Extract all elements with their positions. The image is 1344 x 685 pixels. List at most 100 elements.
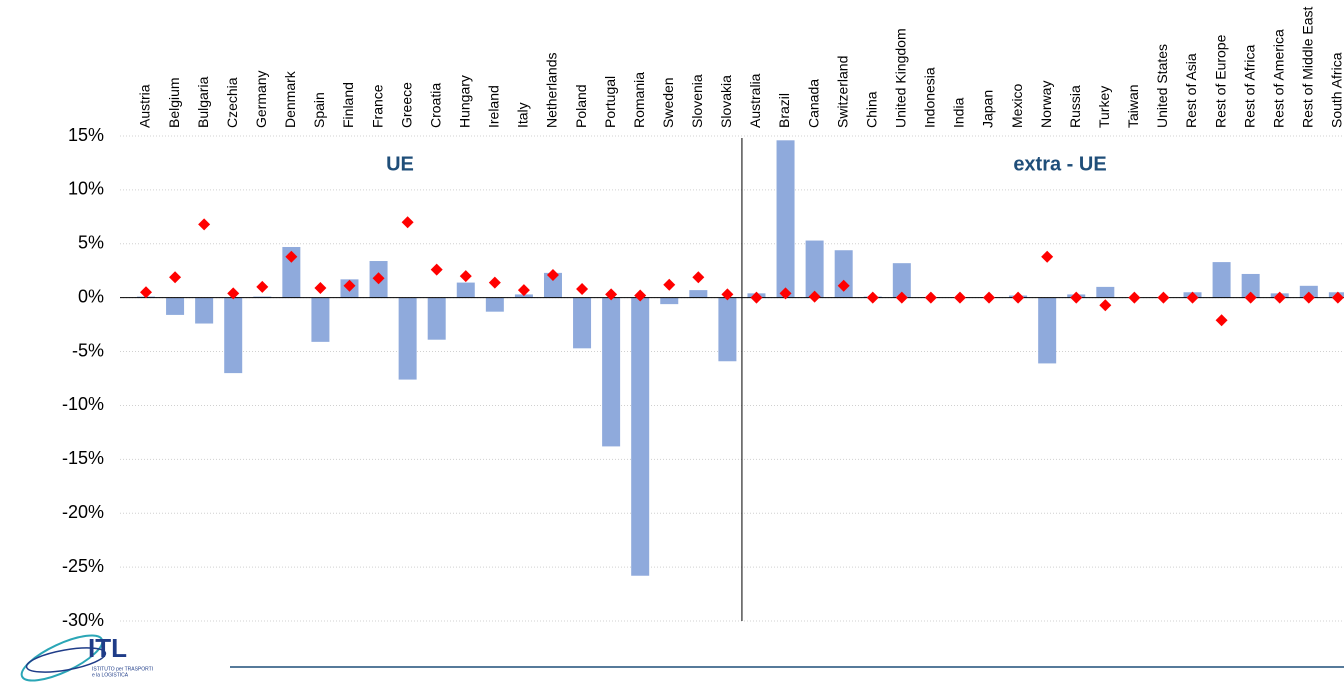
y-tick-label: 10% — [68, 179, 104, 199]
x-tick-label: Austria — [137, 84, 153, 128]
marker — [227, 287, 240, 300]
bar — [398, 297, 417, 380]
x-tick-label: Rest of Europe — [1212, 34, 1228, 128]
x-tick-label: India — [951, 97, 967, 128]
bar — [1212, 262, 1231, 298]
marker — [1302, 291, 1315, 304]
marker — [808, 290, 821, 303]
marker — [721, 288, 734, 301]
marker — [983, 291, 996, 304]
x-tick-label: Denmark — [282, 70, 298, 128]
x-tick-label: Rest of Middle East — [1300, 7, 1316, 128]
marker — [1012, 291, 1025, 304]
bar — [1038, 297, 1057, 364]
y-tick-label: -30% — [62, 610, 104, 630]
marker — [924, 291, 937, 304]
bar — [282, 247, 301, 298]
x-tick-label: Sweden — [660, 77, 676, 128]
bar — [427, 297, 446, 340]
bar — [253, 296, 272, 298]
y-tick-label: 0% — [78, 286, 104, 306]
marker — [430, 263, 443, 276]
x-tick-label: Poland — [573, 84, 589, 128]
marker — [401, 216, 414, 229]
logo-subtitle: ISTITUTO per TRASPORTI — [92, 666, 153, 672]
marker — [1331, 291, 1344, 304]
x-tick-label: Australia — [747, 73, 763, 128]
bar — [456, 282, 475, 298]
x-tick-label: United Kingdom — [893, 28, 909, 128]
logo: ITL ISTITUTO per TRASPORTI e la LOGISTIC… — [20, 633, 153, 682]
bar — [602, 297, 621, 447]
bar — [311, 297, 330, 342]
y-tick-label: -20% — [62, 502, 104, 522]
marker — [314, 281, 327, 294]
x-tick-label: Brazil — [776, 93, 792, 128]
x-tick-label: Rest of America — [1270, 29, 1286, 128]
marker — [1128, 291, 1141, 304]
x-tick-label: Netherlands — [544, 53, 560, 129]
marker — [837, 279, 850, 292]
marker — [779, 287, 792, 300]
bar — [195, 297, 214, 324]
marker — [256, 280, 269, 293]
marker — [866, 291, 879, 304]
x-tick-label: Russia — [1067, 85, 1083, 128]
marker — [285, 250, 298, 263]
y-tick-label: -15% — [62, 448, 104, 468]
x-tick-label: Switzerland — [834, 56, 850, 128]
x-tick-label: Slovakia — [718, 75, 734, 128]
marker — [895, 291, 908, 304]
marker — [198, 218, 211, 231]
logo-swirl — [20, 634, 104, 682]
x-tick-label: Spain — [311, 92, 327, 128]
logo-title: ITL — [88, 633, 127, 663]
x-tick-label: Japan — [980, 90, 996, 128]
bar — [485, 297, 504, 312]
y-tick-label: -5% — [72, 340, 104, 360]
x-tick-label: Rest of Africa — [1241, 45, 1257, 128]
marker — [169, 271, 182, 284]
x-tick-label: United States — [1154, 44, 1170, 128]
x-tick-label: Portugal — [602, 76, 618, 128]
bar — [689, 290, 708, 298]
x-tick-label: Taiwan — [1125, 84, 1141, 128]
bar — [543, 272, 562, 298]
marker — [1244, 291, 1257, 304]
x-tick-label: Norway — [1038, 81, 1054, 128]
bar — [573, 297, 592, 349]
marker — [692, 271, 705, 284]
x-tick-label: Romania — [631, 72, 647, 128]
x-tick-label: Rest of Asia — [1183, 53, 1199, 128]
x-tick-label: Czechia — [224, 77, 240, 128]
bar — [776, 140, 795, 298]
x-tick-label: Hungary — [456, 75, 472, 128]
marker — [1099, 299, 1112, 312]
x-tick-label: Ireland — [486, 85, 502, 128]
marker — [459, 270, 472, 283]
x-tick-label: Finland — [340, 82, 356, 128]
marker — [140, 286, 152, 299]
marker — [605, 288, 618, 301]
bar — [166, 297, 185, 315]
logo-subtitle: e la LOGISTICA — [92, 672, 129, 678]
x-tick-label: South Africa — [1329, 52, 1344, 128]
marker — [663, 278, 676, 291]
x-tick-label: Turkey — [1096, 86, 1112, 128]
x-tick-label: Croatia — [427, 83, 443, 128]
x-tick-label: Germany — [253, 70, 269, 128]
marker — [953, 291, 966, 304]
x-tick-label: Indonesia — [922, 67, 938, 128]
x-tick-label: Canada — [805, 79, 821, 128]
x-tick-label: Mexico — [1009, 83, 1025, 128]
marker — [488, 276, 501, 289]
marker — [634, 289, 647, 302]
bar — [224, 297, 243, 374]
x-tick-label: Bulgaria — [195, 76, 211, 128]
bar — [718, 297, 737, 362]
marker — [343, 279, 356, 292]
y-tick-label: -25% — [62, 556, 104, 576]
x-tick-label: China — [863, 91, 879, 128]
marker — [750, 291, 763, 304]
